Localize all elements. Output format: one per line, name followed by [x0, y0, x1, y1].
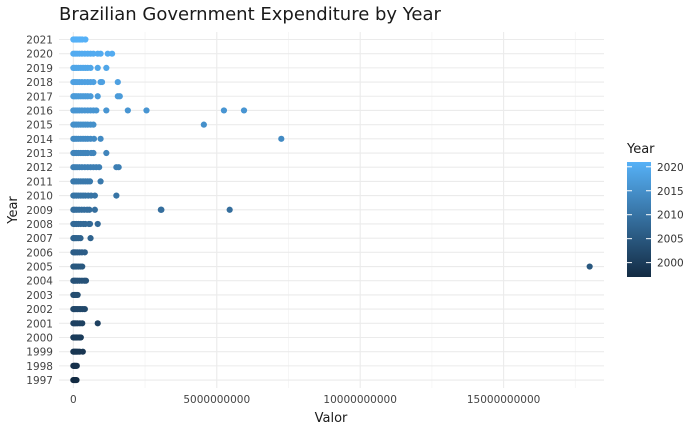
legend-tick-label: 2010 [657, 210, 684, 222]
data-point [79, 263, 86, 270]
legend-tick-label: 2020 [657, 162, 684, 174]
data-point [86, 220, 94, 228]
data-point [94, 64, 101, 71]
data-point [200, 121, 207, 128]
legend-tick-label: 2005 [657, 234, 684, 246]
data-point [116, 93, 123, 100]
y-tick-label: 2008 [26, 219, 53, 231]
legend-tick-label: 2000 [657, 258, 684, 270]
data-point [90, 78, 97, 86]
data-point [278, 135, 285, 142]
legend-tick-label: 2015 [657, 186, 684, 198]
x-axis-ticks: 0 5000000000 10000000000 15000000000 [70, 394, 540, 406]
data-point [98, 78, 106, 86]
data-point [586, 263, 593, 270]
data-point [82, 277, 90, 284]
y-tick-label: 1997 [26, 375, 53, 387]
data-point [90, 50, 97, 57]
y-tick-label: 1998 [26, 361, 53, 373]
data-point [81, 306, 88, 313]
legend-ticks: 2000 2005 2010 2015 2020 [627, 162, 684, 270]
y-tick-label: 2012 [26, 162, 53, 174]
chart-title: Brazilian Government Expenditure by Year [59, 4, 442, 25]
data-point [220, 107, 228, 114]
data-point [124, 107, 131, 114]
y-tick-label: 2018 [26, 77, 53, 89]
data-point [77, 235, 84, 242]
data-point [90, 149, 97, 157]
y-tick-label: 2003 [26, 290, 53, 302]
data-point [108, 50, 116, 57]
legend-title: Year [626, 142, 655, 157]
data-point [87, 64, 94, 71]
data-point [86, 206, 93, 213]
y-tick-label: 2019 [26, 63, 53, 75]
y-tick-label: 2000 [26, 332, 53, 344]
color-legend: Year 2000 2005 2010 2015 2020 [626, 142, 684, 277]
data-point [74, 291, 81, 299]
y-tick-label: 2011 [26, 176, 53, 188]
data-point [115, 164, 122, 171]
data-point [143, 107, 150, 114]
data-point [73, 376, 80, 384]
y-tick-label: 2014 [26, 134, 53, 146]
data-point [104, 50, 111, 57]
data-point [158, 206, 165, 213]
data-point [87, 235, 94, 242]
x-tick-label: 15000000000 [467, 394, 541, 406]
data-point [97, 50, 104, 57]
y-tick-label: 2005 [26, 262, 53, 274]
data-point [114, 78, 121, 86]
data-point [103, 64, 110, 71]
data-point [113, 192, 120, 199]
y-tick-label: 2015 [26, 120, 53, 132]
x-tick-label: 5000000000 [183, 394, 250, 406]
data-point [94, 220, 101, 228]
colorbar [627, 162, 651, 277]
data-point [94, 93, 101, 100]
y-axis-label: Year [6, 196, 21, 225]
data-point [73, 362, 80, 369]
data-point [90, 121, 97, 128]
y-tick-label: 2006 [26, 247, 53, 259]
data-point [77, 334, 84, 341]
data-point [103, 107, 110, 114]
data-point [94, 320, 101, 327]
data-point [93, 107, 100, 114]
data-point [82, 36, 89, 43]
y-tick-label: 2009 [26, 205, 53, 217]
y-tick-label: 2021 [26, 35, 53, 47]
x-axis-label: Valor [315, 411, 348, 426]
data-point [91, 206, 98, 213]
data-point [81, 249, 88, 256]
data-point [240, 107, 248, 114]
data-point [96, 164, 103, 171]
y-tick-label: 2002 [26, 304, 53, 316]
y-tick-label: 1999 [26, 347, 53, 359]
data-point [90, 135, 98, 142]
data-point [97, 178, 104, 185]
y-tick-label: 2017 [26, 91, 53, 103]
data-point [87, 93, 94, 100]
x-tick-label: 0 [70, 394, 77, 406]
data-point [97, 135, 104, 142]
data-point [226, 206, 233, 213]
x-tick-label: 10000000000 [323, 394, 397, 406]
y-axis-ticks: 1997 1998 1999 2000 2001 2002 2003 2004 2005 2006… [26, 35, 53, 388]
y-tick-label: 2013 [26, 148, 53, 160]
y-tick-label: 2010 [26, 191, 53, 203]
data-point [79, 348, 86, 355]
y-tick-label: 2001 [26, 318, 53, 330]
data-point [91, 192, 98, 199]
data-points [70, 36, 593, 384]
data-point [79, 320, 86, 327]
y-tick-label: 2016 [26, 105, 53, 117]
y-tick-label: 2004 [26, 276, 53, 288]
data-point [86, 178, 94, 185]
y-tick-label: 2020 [26, 49, 53, 61]
data-point [103, 149, 110, 157]
grid [59, 32, 604, 388]
y-tick-label: 2007 [26, 233, 53, 245]
